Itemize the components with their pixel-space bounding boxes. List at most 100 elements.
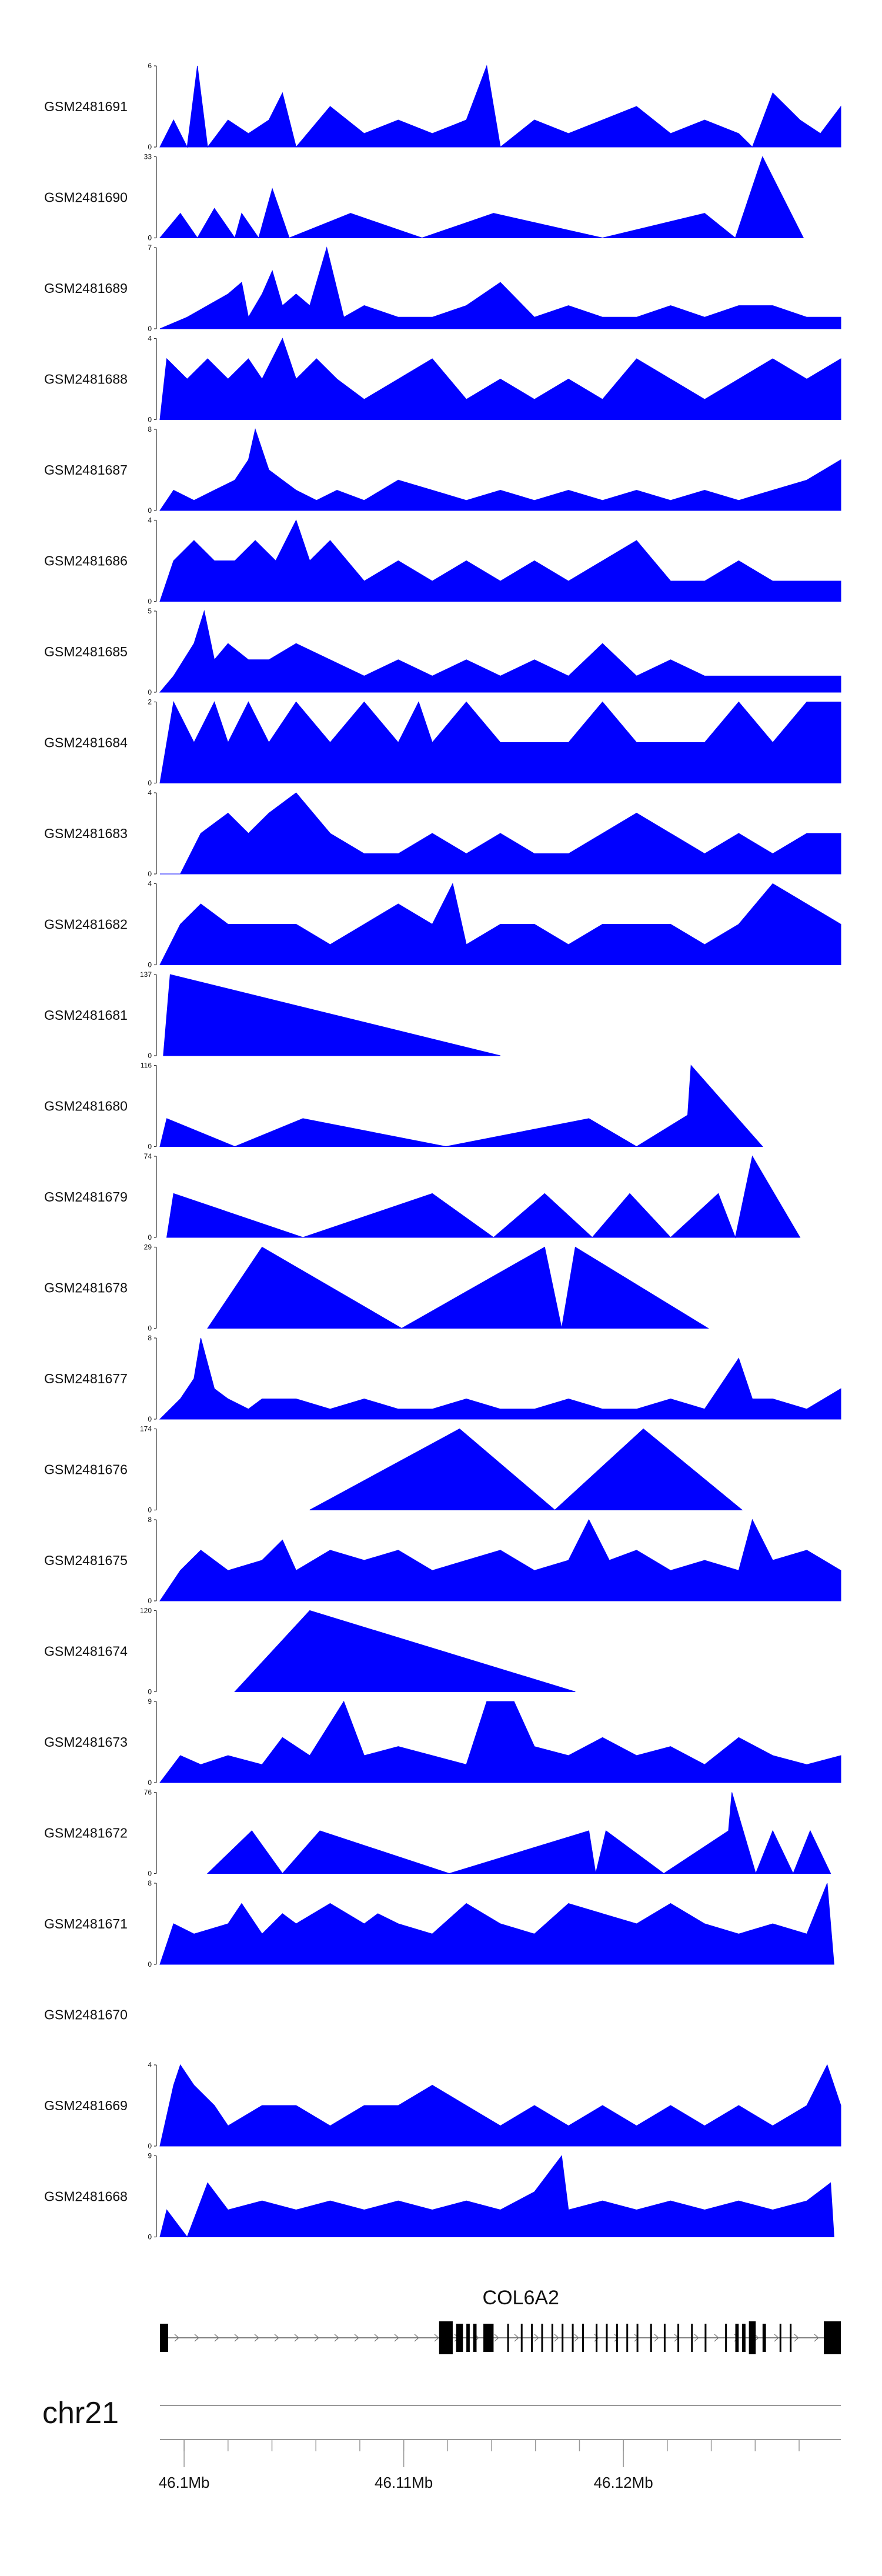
track-label: GSM2481670 — [44, 2007, 128, 2023]
strand-arrow — [614, 2334, 619, 2342]
coverage-area — [159, 1519, 841, 1601]
y-tick-label-zero: 0 — [148, 143, 152, 151]
strand-arrow — [374, 2334, 379, 2342]
exon — [616, 2324, 618, 2352]
track-label: GSM2481689 — [44, 281, 128, 296]
y-tick-label-zero: 0 — [148, 1233, 152, 1242]
exon — [562, 2324, 564, 2352]
exon — [735, 2324, 739, 2352]
strand-arrow — [574, 2334, 579, 2342]
coverage-area — [159, 338, 841, 420]
track-GSM2481690: GSM2481690 33 0 — [44, 153, 804, 242]
coverage-area — [159, 1700, 841, 1783]
track-label: GSM2481676 — [44, 1462, 128, 1477]
exon — [762, 2324, 766, 2352]
y-tick-label-zero: 0 — [148, 870, 152, 878]
y-tick-label-zero: 0 — [148, 598, 152, 606]
y-tick-label-max: 174 — [140, 1425, 152, 1433]
track-GSM2481685: GSM2481685 5 0 — [44, 607, 841, 696]
exon — [582, 2324, 584, 2352]
exon — [779, 2324, 781, 2352]
y-tick-label-zero: 0 — [148, 688, 152, 696]
y-tick-label-max: 4 — [148, 516, 152, 525]
track-label: GSM2481677 — [44, 1371, 128, 1386]
y-tick-label-zero: 0 — [148, 1052, 152, 1060]
exon — [606, 2324, 608, 2352]
exon — [677, 2324, 680, 2352]
track-GSM2481683: GSM2481683 4 0 — [44, 789, 841, 878]
strand-arrow — [214, 2334, 219, 2342]
track-GSM2481680: GSM2481680 116 0 — [44, 1062, 763, 1151]
track-label: GSM2481672 — [44, 1826, 128, 1841]
track-GSM2481670: GSM2481670 — [44, 2007, 128, 2023]
coverage-area — [159, 883, 841, 965]
y-tick-label-zero: 0 — [148, 234, 152, 242]
strand-arrow — [554, 2334, 559, 2342]
exon — [541, 2324, 543, 2352]
strand-arrow — [194, 2334, 199, 2342]
y-tick-label-zero: 0 — [148, 1415, 152, 1423]
y-tick-label-zero: 0 — [148, 1778, 152, 1787]
coverage-area — [159, 428, 841, 511]
track-label: GSM2481683 — [44, 826, 128, 841]
track-GSM2481684: GSM2481684 2 0 — [44, 698, 841, 788]
exon — [531, 2324, 533, 2352]
track-GSM2481675: GSM2481675 8 0 — [44, 1516, 841, 1605]
coverage-area — [160, 792, 841, 875]
strand-arrow — [514, 2334, 519, 2342]
strand-arrow — [794, 2334, 799, 2342]
track-GSM2481678: GSM2481678 29 0 — [44, 1243, 709, 1333]
track-label: GSM2481687 — [44, 462, 128, 478]
y-tick-label-max: 5 — [148, 607, 152, 615]
strand-arrow — [394, 2334, 399, 2342]
y-tick-label-max: 6 — [148, 62, 152, 70]
exon — [790, 2324, 792, 2352]
y-tick-label-zero: 0 — [148, 1597, 152, 1605]
strand-arrow — [654, 2334, 659, 2342]
strand-arrow — [694, 2334, 699, 2342]
track-GSM2481671: GSM2481671 8 0 — [44, 1879, 834, 1968]
coverage-area — [159, 156, 804, 239]
strand-arrow — [754, 2334, 759, 2342]
track-GSM2481677: GSM2481677 8 0 — [44, 1334, 841, 1423]
exon — [725, 2324, 727, 2352]
strand-arrow — [334, 2334, 339, 2342]
track-GSM2481674: GSM2481674 120 0 — [44, 1607, 576, 1696]
strand-arrow — [174, 2334, 179, 2342]
track-GSM2481689: GSM2481689 7 0 — [44, 243, 841, 333]
y-tick-label-max: 8 — [148, 1334, 152, 1342]
exon — [456, 2324, 463, 2352]
coverage-area — [163, 974, 501, 1056]
track-label: GSM2481679 — [44, 1189, 128, 1204]
strand-arrow — [254, 2334, 259, 2342]
strand-arrow — [354, 2334, 359, 2342]
strand-arrow — [434, 2334, 439, 2342]
coverage-area — [207, 1246, 709, 1329]
gene-label: COL6A2 — [483, 2287, 559, 2309]
coverage-area — [159, 1337, 841, 1420]
x-tick-label: 46.1Mb — [159, 2474, 210, 2491]
track-GSM2481686: GSM2481686 4 0 — [44, 516, 841, 606]
track-label: GSM2481673 — [44, 1734, 128, 1750]
track-label: GSM2481678 — [44, 1280, 128, 1296]
strand-arrow — [494, 2334, 499, 2342]
strand-arrow — [814, 2334, 819, 2342]
track-GSM2481688: GSM2481688 4 0 — [44, 335, 841, 424]
exon — [473, 2324, 477, 2352]
strand-arrow — [234, 2334, 239, 2342]
coverage-area — [159, 2064, 841, 2147]
y-tick-label-max: 9 — [148, 2152, 152, 2160]
y-tick-label-max: 137 — [140, 970, 152, 979]
y-tick-label-zero: 0 — [148, 506, 152, 515]
track-GSM2481691: GSM2481691 6 0 — [44, 62, 841, 151]
coverage-tracks: GSM248169160GSM2481690330GSM248168970GSM… — [44, 62, 841, 2241]
y-tick-label-zero: 0 — [148, 779, 152, 788]
track-label: GSM2481681 — [44, 1007, 128, 1023]
y-tick-label-zero: 0 — [148, 1870, 152, 1878]
y-tick-label-max: 4 — [148, 2061, 152, 2069]
track-GSM2481669: GSM2481669 4 0 — [44, 2061, 841, 2150]
track-label: GSM2481669 — [44, 2098, 128, 2113]
y-tick-label-max: 76 — [144, 1788, 152, 1797]
y-tick-label-max: 8 — [148, 1516, 152, 1524]
